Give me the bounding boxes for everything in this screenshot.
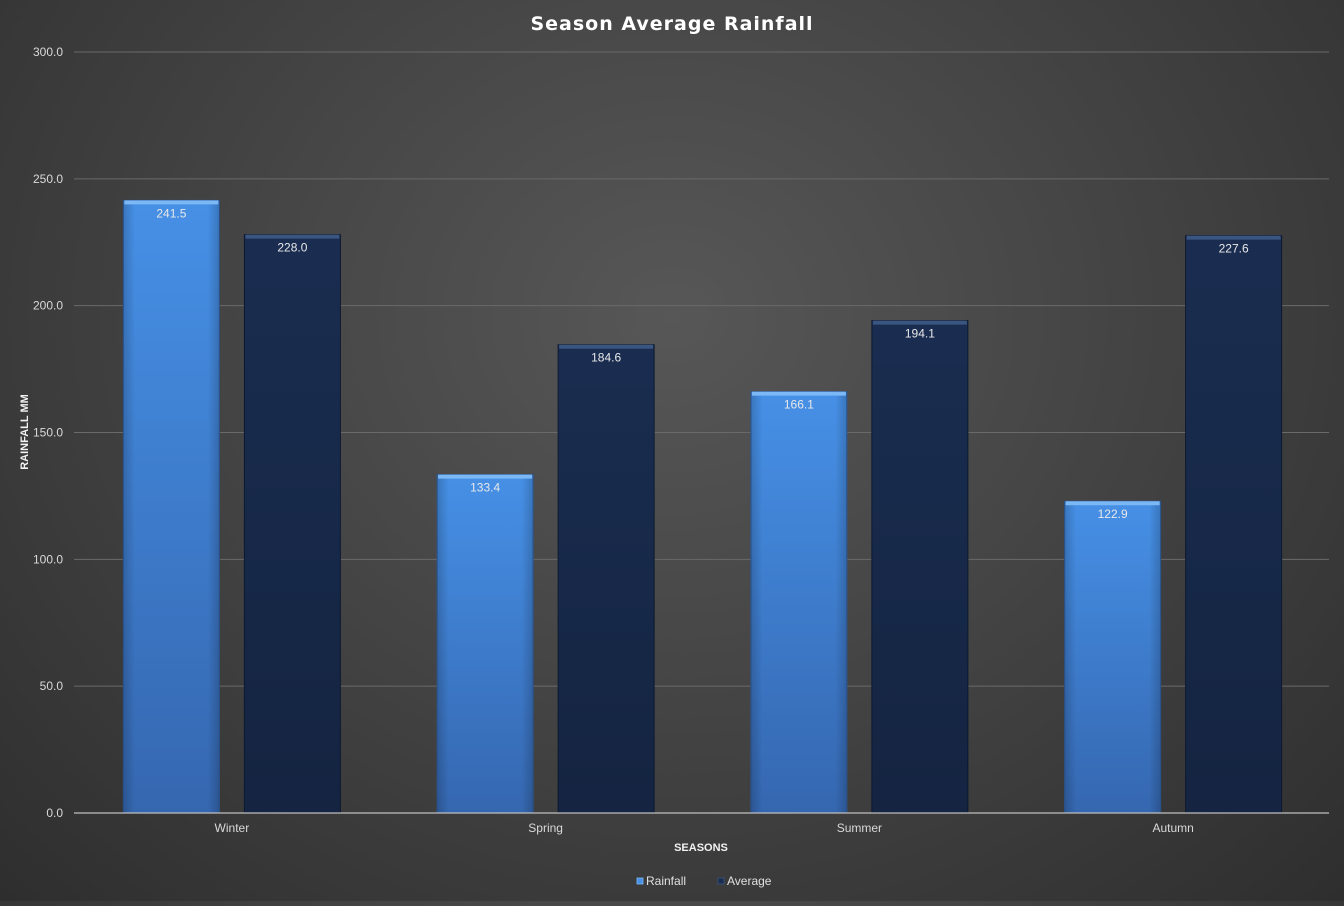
data-label-average-spring: 184.6 xyxy=(591,351,621,365)
bar-cap xyxy=(1186,235,1281,240)
bar-shading xyxy=(750,391,847,813)
x-category-label: Autumn xyxy=(1152,821,1193,835)
bar-shading xyxy=(1064,501,1161,813)
x-category-label: Summer xyxy=(837,821,882,835)
legend-label-rainfall: Rainfall xyxy=(646,874,686,888)
y-tick-label: 250.0 xyxy=(33,172,63,186)
bar-average-winter xyxy=(243,234,341,814)
bar-shading xyxy=(437,474,534,813)
data-label-rainfall-summer: 166.1 xyxy=(784,398,814,412)
x-category-label: Winter xyxy=(215,821,250,835)
bar-cap xyxy=(1065,501,1160,506)
bar-average-autumn xyxy=(1185,235,1283,814)
y-tick-label: 100.0 xyxy=(33,552,63,566)
y-tick-label: 150.0 xyxy=(33,426,63,440)
bar-cap xyxy=(245,234,340,239)
data-label-rainfall-spring: 133.4 xyxy=(470,481,500,495)
x-category-label: Spring xyxy=(528,821,563,835)
legend-swatch-average xyxy=(717,877,725,885)
y-tick-label: 0.0 xyxy=(46,806,63,820)
data-labels: 241.5 228.0 133.4 184.6 166.1 194.1 122.9 227.6 xyxy=(156,206,1249,521)
legend-label-average: Average xyxy=(727,874,772,888)
bar-average-summer xyxy=(871,320,969,814)
legend: Rainfall Average xyxy=(636,874,772,888)
y-tick-label: 200.0 xyxy=(33,299,63,313)
y-axis-title: RAINFALL MM xyxy=(19,394,31,470)
chart-title: Season Average Rainfall xyxy=(530,13,813,35)
bar-shading xyxy=(123,200,220,813)
y-tick-label: 300.0 xyxy=(33,45,63,59)
x-axis-title: SEASONS xyxy=(674,842,728,854)
y-tick-label: 50.0 xyxy=(40,679,64,693)
y-axis-tick-labels: 0.0 50.0 100.0 150.0 200.0 250.0 300.0 xyxy=(33,45,63,820)
bar-cap xyxy=(751,391,846,396)
x-axis-category-labels: Winter Spring Summer Autumn xyxy=(215,821,1194,835)
legend-swatch-rainfall xyxy=(636,877,644,885)
data-label-rainfall-autumn: 122.9 xyxy=(1098,507,1128,521)
data-label-average-summer: 194.1 xyxy=(905,327,935,341)
data-label-average-autumn: 227.6 xyxy=(1219,242,1249,256)
bar-average-spring xyxy=(557,344,655,814)
bar-cap xyxy=(438,474,533,479)
bars xyxy=(122,199,1283,814)
data-label-average-winter: 228.0 xyxy=(277,241,307,255)
bar-cap xyxy=(124,200,219,205)
bar-cap xyxy=(559,344,654,349)
data-label-rainfall-winter: 241.5 xyxy=(156,206,186,220)
bar-cap xyxy=(872,320,967,325)
